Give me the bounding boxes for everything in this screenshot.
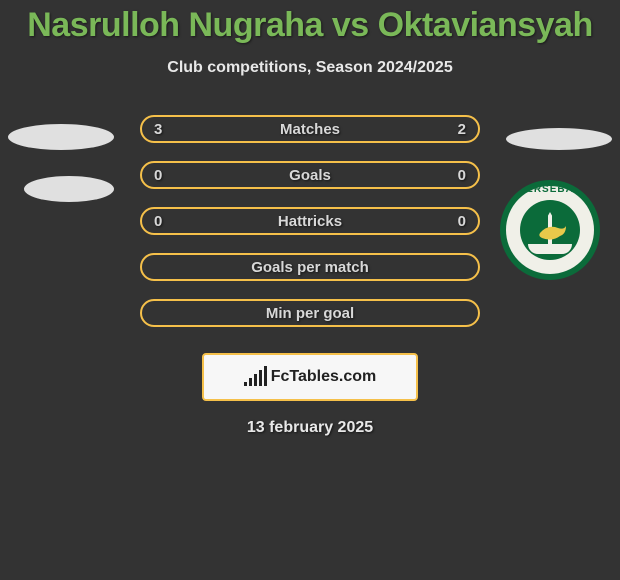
brand-bars-icon xyxy=(244,368,267,386)
date-label: 13 february 2025 xyxy=(0,419,620,437)
stat-label: Goals per match xyxy=(251,259,369,276)
stat-pill: 3 Matches 2 xyxy=(140,115,480,143)
stat-value-left: 0 xyxy=(154,167,162,184)
stat-label: Matches xyxy=(280,121,340,138)
subtitle: Club competitions, Season 2024/2025 xyxy=(0,59,620,77)
stat-value-left: 0 xyxy=(154,213,162,230)
crest-text: ERSEBA xyxy=(526,184,574,195)
placeholder-oval-left xyxy=(8,124,114,150)
stat-value-left: 3 xyxy=(154,121,162,138)
brand-bar xyxy=(249,378,252,386)
stat-label: Goals xyxy=(289,167,331,184)
stat-value-right: 2 xyxy=(458,121,466,138)
stat-pill: Min per goal xyxy=(140,299,480,327)
brand-logo: FcTables.com xyxy=(202,353,418,401)
stat-row: Min per goal xyxy=(0,299,620,345)
brand-bar xyxy=(244,382,247,386)
club-crest-right: ERSEBA xyxy=(500,180,600,280)
page-title: Nasrulloh Nugraha vs Oktaviansyah xyxy=(0,0,620,45)
stat-pill: Goals per match xyxy=(140,253,480,281)
stat-value-right: 0 xyxy=(458,167,466,184)
stat-pill: 0 Hattricks 0 xyxy=(140,207,480,235)
brand-bar xyxy=(264,366,267,386)
brand-bar xyxy=(259,370,262,386)
stat-label: Min per goal xyxy=(266,305,354,322)
stat-label: Hattricks xyxy=(278,213,342,230)
stat-value-right: 0 xyxy=(458,213,466,230)
stat-pill: 0 Goals 0 xyxy=(140,161,480,189)
brand-bar xyxy=(254,374,257,386)
crest-wave-icon xyxy=(528,244,572,254)
crest-fish-icon xyxy=(538,224,568,242)
placeholder-oval-right xyxy=(506,128,612,150)
placeholder-oval-left xyxy=(24,176,114,202)
brand-name: FcTables.com xyxy=(271,368,377,386)
